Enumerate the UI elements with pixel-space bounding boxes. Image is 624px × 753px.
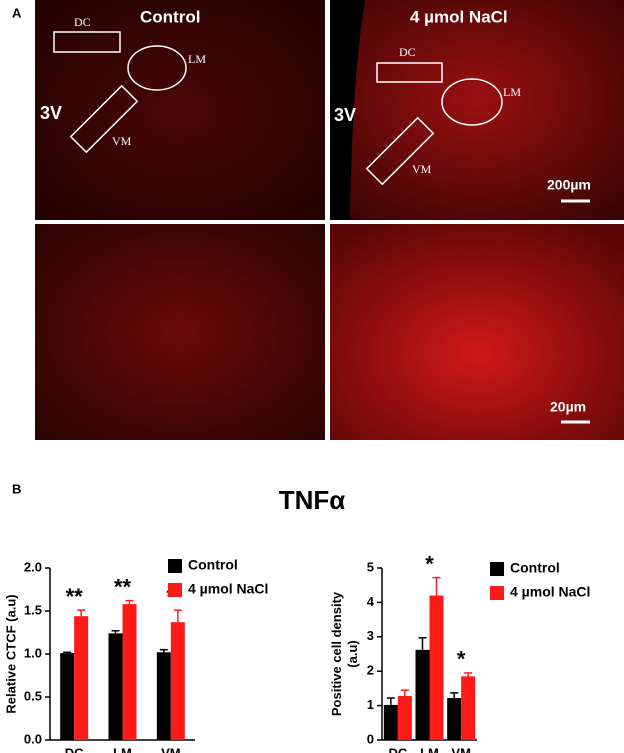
bar	[170, 622, 185, 740]
image-title: 4 µmol NaCl	[410, 7, 508, 26]
bar	[447, 698, 462, 740]
region-label: 3V	[334, 105, 356, 125]
y-tick-label: 2	[367, 663, 374, 678]
micrograph	[330, 0, 624, 220]
x-tick-label: VM	[451, 745, 471, 753]
region-box	[53, 31, 121, 53]
legend-label: Control	[510, 560, 560, 576]
y-axis-label: Positive cell density(a.u)	[329, 591, 360, 716]
panel-label: B	[12, 481, 21, 496]
legend-swatch	[490, 586, 504, 600]
legend-label: Control	[188, 557, 238, 573]
y-tick-label: 0.5	[24, 688, 42, 703]
bar	[156, 652, 171, 740]
ventricle	[330, 0, 365, 220]
x-tick-label: LM	[420, 745, 439, 753]
x-tick-label: DC	[65, 745, 84, 753]
scale-bar-label: 20µm	[550, 399, 586, 415]
bar	[415, 649, 430, 740]
bar	[397, 695, 412, 740]
region-label: LM	[503, 85, 521, 99]
y-tick-label: 0	[367, 731, 374, 746]
significance: **	[66, 584, 84, 609]
legend-swatch	[168, 559, 182, 573]
region-box	[376, 62, 443, 83]
chart-title: TNFα	[279, 485, 346, 515]
image-title: Control	[140, 7, 200, 26]
legend-swatch	[168, 583, 182, 597]
region-label: LM	[188, 52, 206, 66]
bar	[122, 604, 137, 740]
bar	[383, 704, 398, 740]
significance: *	[425, 551, 434, 576]
bar	[74, 616, 89, 740]
significance: *	[457, 647, 466, 672]
legend-swatch	[490, 562, 504, 576]
region-ellipse	[441, 78, 503, 126]
y-tick-label: 1.5	[24, 602, 42, 617]
significance: **	[114, 574, 132, 599]
bar	[60, 653, 75, 740]
legend-label: 4 µmol NaCl	[510, 584, 590, 600]
micrograph	[35, 0, 325, 220]
region-label: VM	[112, 134, 132, 148]
region-label: DC	[399, 45, 416, 59]
micrograph	[35, 224, 325, 440]
y-axis-label: Relative CTCF (a.u)	[3, 594, 18, 713]
region-box	[365, 116, 435, 186]
y-tick-label: 2.0	[24, 559, 42, 574]
micrograph	[330, 224, 624, 440]
x-tick-label: LM	[113, 745, 132, 753]
legend-label: 4 µmol NaCl	[188, 581, 268, 597]
scale-bar-label: 200µm	[547, 177, 591, 193]
bar	[108, 633, 123, 740]
region-ellipse	[127, 45, 187, 91]
y-tick-label: 4	[367, 594, 375, 609]
y-tick-label: 5	[367, 559, 374, 574]
region-box	[69, 84, 139, 154]
region-label: VM	[412, 162, 432, 176]
bar	[429, 595, 444, 740]
y-tick-label: 3	[367, 628, 374, 643]
y-tick-label: 1.0	[24, 645, 42, 660]
bar	[461, 676, 476, 740]
y-tick-label: 0.0	[24, 731, 42, 746]
region-label: 3V	[40, 103, 62, 123]
x-tick-label: VM	[161, 745, 181, 753]
y-tick-label: 1	[367, 697, 374, 712]
x-tick-label: DC	[388, 745, 407, 753]
region-label: DC	[74, 15, 91, 29]
panel-label: A	[12, 5, 22, 20]
